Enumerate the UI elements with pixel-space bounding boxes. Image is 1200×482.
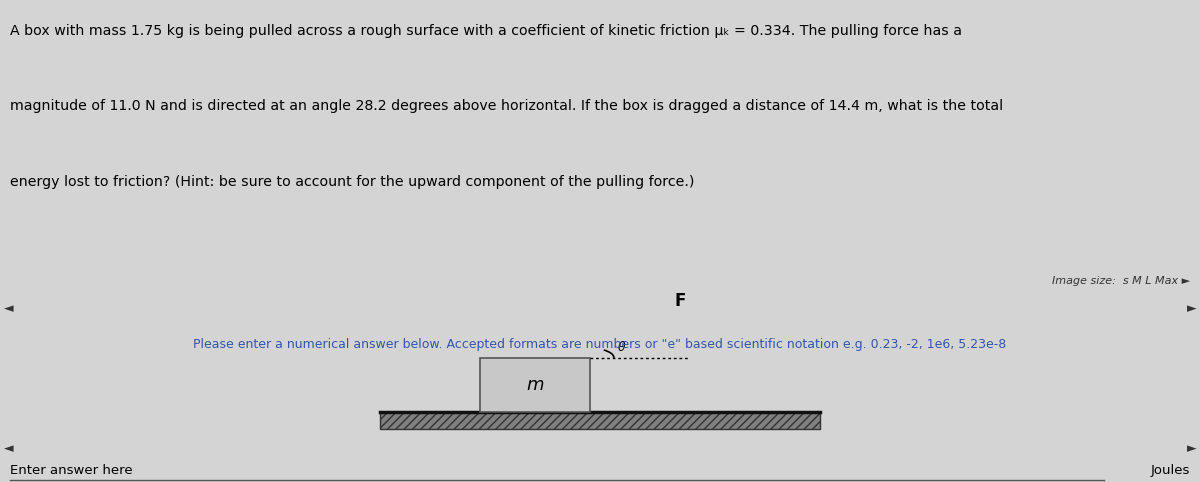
Text: energy lost to friction? (Hint: be sure to account for the upward component of t: energy lost to friction? (Hint: be sure … [10,175,694,189]
Text: ◄: ◄ [4,442,13,455]
Text: m: m [527,376,544,394]
Text: ►: ► [1187,302,1196,315]
Text: θ: θ [618,341,625,354]
Text: magnitude of 11.0 N and is directed at an angle 28.2 degrees above horizontal. I: magnitude of 11.0 N and is directed at a… [10,99,1003,113]
Text: Image size:  s M L Max ►: Image size: s M L Max ► [1052,276,1190,286]
Text: Enter answer here: Enter answer here [10,464,132,477]
Text: ◄: ◄ [4,302,13,315]
Text: ►: ► [1187,442,1196,455]
Text: Joules: Joules [1151,464,1190,477]
Text: Please enter a numerical answer below. Accepted formats are numbers or "e" based: Please enter a numerical answer below. A… [193,338,1007,351]
Bar [480,358,590,412]
Bar [380,412,820,429]
Text: F: F [674,292,685,310]
Text: A box with mass 1.75 kg is being pulled across a rough surface with a coefficien: A box with mass 1.75 kg is being pulled … [10,24,961,38]
